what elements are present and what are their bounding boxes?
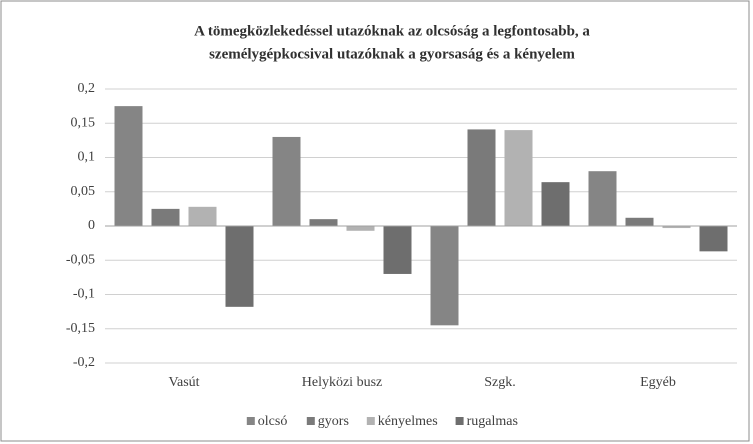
bar (662, 226, 691, 229)
bar (272, 136, 301, 226)
bar (541, 182, 570, 226)
legend-label: rugalmas (467, 414, 518, 429)
legend-label: gyors (318, 414, 349, 429)
y-tick-label: -0,1 (73, 287, 95, 302)
y-tick-label: -0,05 (66, 252, 95, 267)
bar (504, 130, 533, 226)
chart-title: személygépkocsival utazóknak a gyorsaság… (209, 46, 575, 62)
legend-swatch (455, 417, 464, 425)
y-tick-label: 0,1 (78, 150, 96, 165)
bar (699, 226, 728, 252)
bar (383, 226, 412, 274)
bar (467, 129, 496, 226)
x-tick-label: Egyéb (640, 375, 676, 390)
y-tick-label: 0,2 (78, 81, 96, 96)
legend-swatch (306, 417, 315, 425)
bar (309, 219, 338, 226)
chart-title: A tömegközlekedéssel utazóknak az olcsós… (194, 23, 590, 39)
bar (151, 208, 180, 226)
y-tick-label: -0,15 (66, 321, 95, 336)
legend-swatch (366, 417, 375, 425)
bar (114, 106, 143, 226)
bar (346, 226, 375, 231)
bar (188, 206, 217, 226)
bar (588, 171, 617, 226)
y-tick-label: 0 (88, 218, 95, 233)
x-tick-label: Vasút (168, 375, 199, 390)
bar (625, 217, 654, 226)
legend-label: kényelmes (378, 414, 438, 429)
y-tick-label: 0,05 (71, 184, 96, 199)
x-tick-label: Szgk. (484, 375, 516, 390)
legend-swatch (246, 417, 255, 425)
bar (430, 226, 459, 326)
y-tick-label: -0,2 (73, 355, 95, 370)
legend-label: olcsó (258, 414, 288, 429)
x-tick-label: Helyközi busz (302, 375, 382, 390)
bar (225, 226, 254, 307)
y-tick-label: 0,15 (71, 115, 96, 130)
